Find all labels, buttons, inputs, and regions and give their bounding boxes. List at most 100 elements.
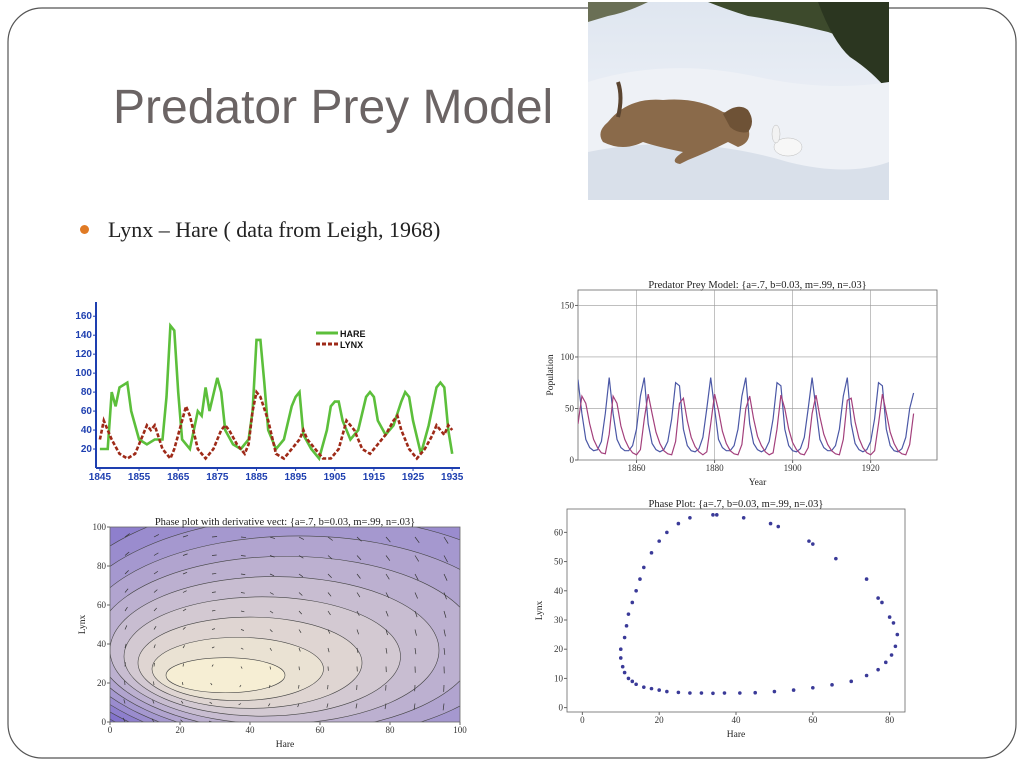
vector-arrow [269,647,272,651]
legend-label: LYNX [340,340,363,350]
x-tick-label: 1920 [862,463,881,473]
scatter-point [634,682,638,687]
scatter-point [676,521,681,526]
vector-arrow [414,610,418,618]
scatter-point [665,689,669,694]
y-tick-label: 60 [554,527,564,537]
vector-arrow [182,553,188,556]
vector-arrow [211,646,215,649]
vector-arrow [153,552,159,556]
vector-arrow [269,666,271,670]
scatter-point [657,688,661,692]
chart: 0 20 40 60 80 100 0 20 40 60 80 100 Phase plot with … [78,517,467,750]
scatter-point [622,635,627,640]
x-tick-label: 80 [386,725,396,735]
vector-arrow [443,629,446,637]
vector-arrow [124,588,129,593]
vector-arrow [356,629,360,635]
vector-arrow [151,718,155,722]
vector-arrow [298,573,304,578]
vector-arrow [298,536,305,540]
scatter-point [714,513,719,517]
x-tick-label: 1875 [206,472,229,483]
vector-arrow [298,555,304,559]
vector-arrow [182,590,187,593]
y-axis-label: Lynx [535,600,545,620]
frame [7,7,1017,759]
scatter-point [722,691,727,695]
scatter-point [864,577,869,581]
vector-arrow [356,573,361,579]
vector-arrow [240,610,245,613]
vector-arrow [385,555,391,561]
x-axis-label: Hare [276,740,294,750]
series-line [578,393,915,456]
chart-title: Predator Prey Model: {a=.7, b=0.03, m=.9… [648,280,866,291]
scatter-point [624,624,629,628]
vector-arrow [297,703,300,708]
chart-title: Phase plot with derivative vect: {a=.7, … [155,517,415,528]
vector-arrow [414,721,415,722]
vector-arrow [211,554,217,556]
vector-arrow [356,647,359,653]
scatter-point [649,551,654,555]
vector-arrow [298,629,302,634]
vector-arrow [356,555,362,561]
chart: 0 50 100 150 1860 1880 1900 1920 Predator Prey M… [546,280,938,488]
vector-arrow [124,551,130,556]
x-axis-label: Hare [727,730,745,740]
vector-arrow [240,536,247,538]
x-tick-label: 20 [176,725,186,735]
y-tick-label: 50 [565,403,575,413]
vector-arrow [153,589,158,593]
scatter-point [753,690,758,695]
vector-arrow [182,645,185,649]
vector-arrow [269,684,271,689]
scatter-point [880,600,884,605]
bullet-dot [80,225,89,234]
scatter-point [895,632,900,637]
slide-title: Predator Prey Model [113,81,554,134]
vector-arrow [182,535,189,538]
scatter-point [626,612,631,616]
vector-arrow [240,573,246,575]
y-axis-label: Lynx [78,614,88,634]
vector-arrow [327,573,332,578]
series-line [98,389,454,461]
vector-arrow [298,721,299,722]
vector-arrow [238,703,242,706]
vector-arrow [385,610,389,617]
series-line [578,377,915,453]
y-tick-label: 0 [570,455,575,465]
vector-arrow [124,643,127,649]
scatter-point [657,539,661,543]
vector-arrow [443,721,444,722]
y-tick-label: 20 [97,678,107,688]
vector-arrow [153,626,157,630]
vector-arrow [153,644,156,649]
vector-arrow [211,664,214,667]
vector-arrow [153,570,159,575]
x-tick-label: 60 [808,715,818,725]
scatter-point [634,588,638,593]
vector-arrow [269,629,273,633]
vector-arrow [443,536,449,544]
vector-arrow [211,628,216,630]
vector-arrow [240,592,245,594]
vector-arrow [211,573,217,575]
scatter-point [883,660,888,665]
x-tick-label: 60 [316,725,326,735]
y-tick-label: 100 [561,352,575,362]
vector-arrow [298,592,303,596]
scatter-point [642,685,646,689]
vector-arrow [209,702,213,704]
y-tick-label: 50 [554,557,564,567]
vector-arrow [327,629,331,634]
y-tick-label: 10 [554,673,564,683]
chart-title: Phase Plot: {a=.7, b=0.03, m=.99, n=.03} [649,499,824,510]
contour-level [165,657,286,694]
scatter-point [864,673,869,678]
vector-arrow [327,536,333,541]
scatter-point [887,615,892,619]
